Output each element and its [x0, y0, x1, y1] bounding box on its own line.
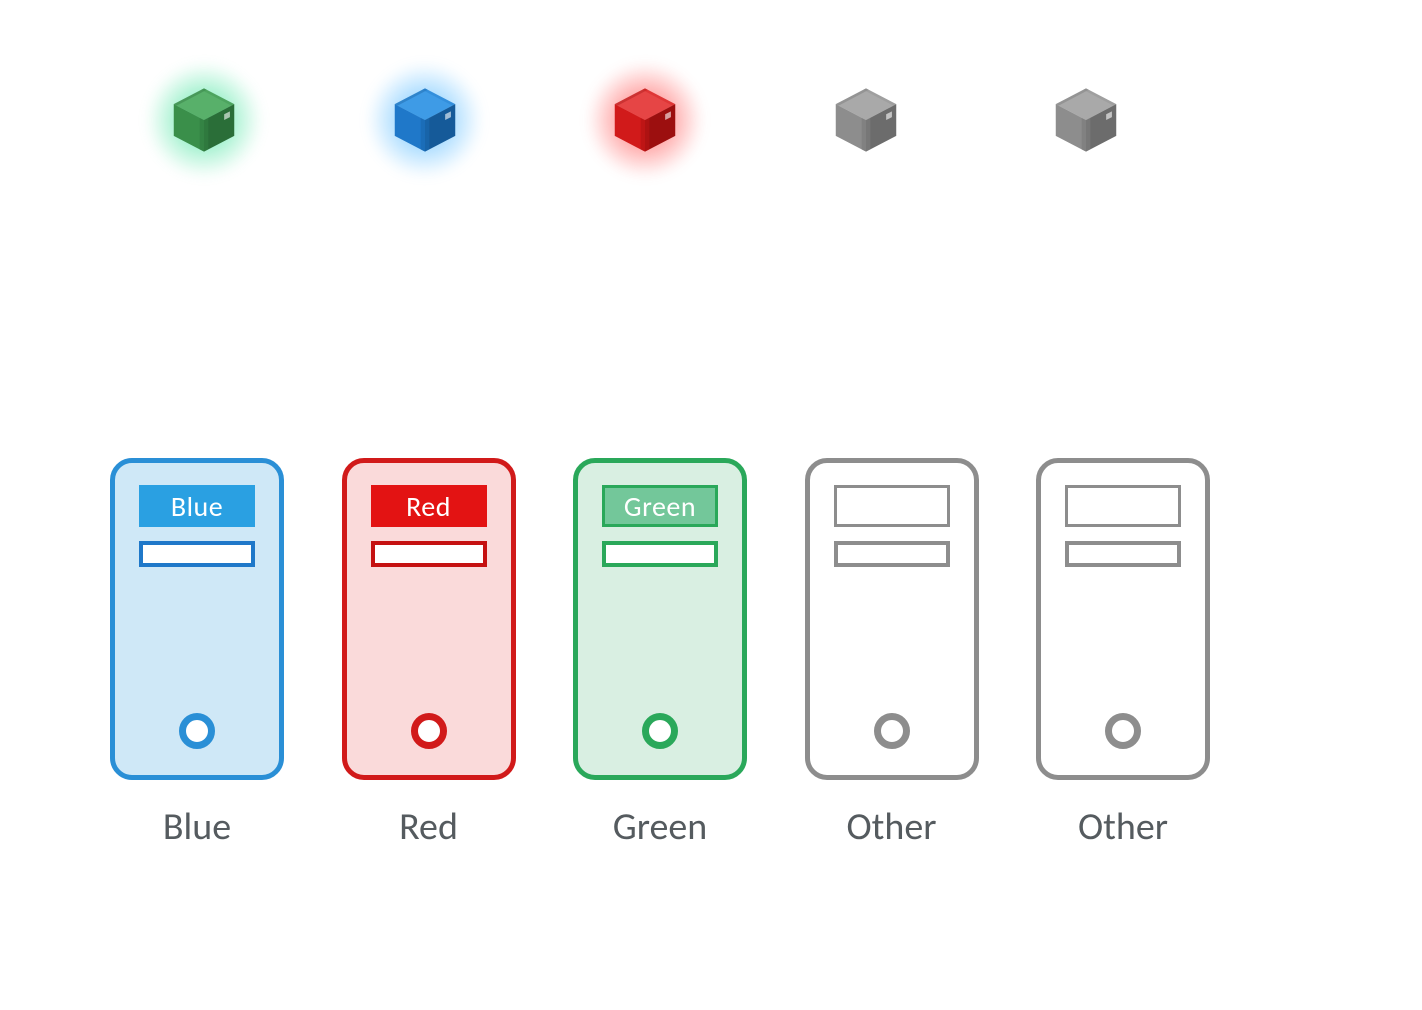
package-box-icon [609, 84, 681, 156]
server-green-caption: Green [613, 804, 708, 850]
server-other-2-caption: Other [1078, 804, 1168, 850]
server-other-2-label-bar [1065, 485, 1181, 527]
server-green-bar-text: Green [624, 489, 696, 524]
gray-box-2 [1022, 56, 1150, 184]
gray-box-1 [802, 56, 930, 184]
server-blue-caption: Blue [163, 804, 231, 850]
server-other-2-case [1036, 458, 1210, 780]
package-box-icon [1050, 84, 1122, 156]
server-green-label-bar: Green [602, 485, 718, 527]
server-other-2-drive-slot [1065, 541, 1181, 567]
server-red-case: Red [342, 458, 516, 780]
server-other-1-caption: Other [846, 804, 936, 850]
package-box-row [140, 60, 1150, 180]
red-box [581, 56, 709, 184]
server-other-1-power-button-icon [874, 713, 910, 749]
server-blue-label-bar: Blue [139, 485, 255, 527]
server-red-bar-text: Red [406, 489, 451, 524]
server-red-drive-slot [371, 541, 487, 567]
server-green-case: Green [573, 458, 747, 780]
green-box [140, 56, 268, 184]
server-green-power-button-icon [642, 713, 678, 749]
diagram-canvas: Blue Blue Red Red Green Green Other Other [0, 0, 1422, 1010]
server-red: Red Red [342, 458, 516, 850]
package-box-icon [389, 84, 461, 156]
package-box-icon [830, 84, 902, 156]
server-blue-drive-slot [139, 541, 255, 567]
server-red-label-bar: Red [371, 485, 487, 527]
server-blue: Blue Blue [110, 458, 284, 850]
server-green-drive-slot [602, 541, 718, 567]
server-row: Blue Blue Red Red Green Green Other Other [110, 458, 1210, 878]
server-red-caption: Red [399, 804, 458, 850]
server-blue-bar-text: Blue [171, 489, 223, 524]
server-other-1-drive-slot [834, 541, 950, 567]
server-blue-power-button-icon [179, 713, 215, 749]
package-box-icon [168, 84, 240, 156]
server-other-1: Other [805, 458, 979, 850]
blue-box [361, 56, 489, 184]
server-green: Green Green [573, 458, 747, 850]
server-blue-case: Blue [110, 458, 284, 780]
server-other-2: Other [1036, 458, 1210, 850]
server-other-1-case [805, 458, 979, 780]
server-other-1-label-bar [834, 485, 950, 527]
server-other-2-power-button-icon [1105, 713, 1141, 749]
server-red-power-button-icon [411, 713, 447, 749]
